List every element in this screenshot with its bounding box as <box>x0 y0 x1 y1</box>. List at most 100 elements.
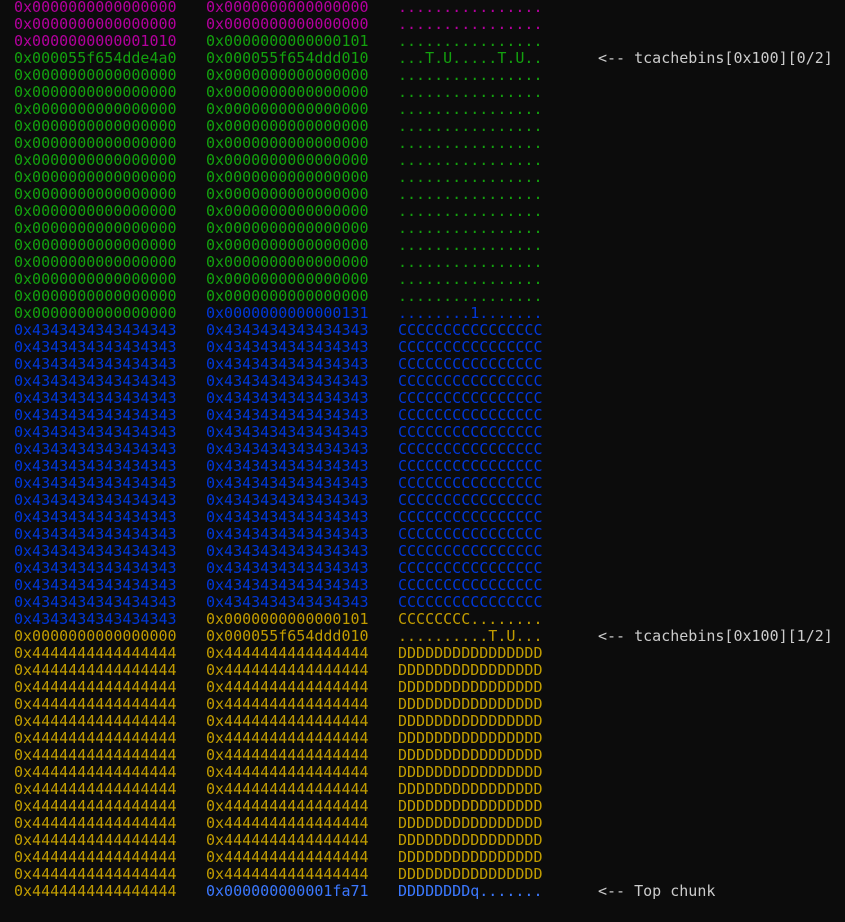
annotation: <-- tcachebins[0x100][0/2] <box>598 49 833 67</box>
ascii: CCCCCCCCCCCCCCCC <box>398 457 543 475</box>
value: 0x0000000000000000 <box>206 66 369 84</box>
ascii: CCCCCCCCCCCCCCCC <box>398 355 543 373</box>
address: 0x0000000000000000 <box>14 219 177 237</box>
memory-row: 0x4343434343434343 0x4343434343434343 CCCC… <box>0 526 845 543</box>
ascii: CCCCCCCCCCCCCCCC <box>398 525 543 543</box>
address: 0x0000000000000000 <box>14 627 177 645</box>
ascii: CCCCCCCCCCCCCCCC <box>398 389 543 407</box>
ascii: DDDDDDDDDDDDDDDD <box>398 848 543 866</box>
address: 0x4343434343434343 <box>14 559 177 577</box>
memory-row: 0x4343434343434343 0x4343434343434343 CCCC… <box>0 322 845 339</box>
ascii: DDDDDDDDDDDDDDDD <box>398 729 543 747</box>
address: 0x4444444444444444 <box>14 763 177 781</box>
value: 0x4444444444444444 <box>206 848 369 866</box>
ascii: ................ <box>398 236 543 254</box>
value: 0x4343434343434343 <box>206 372 369 390</box>
ascii: CCCCCCCCCCCCCCCC <box>398 542 543 560</box>
ascii: CCCCCCCCCCCCCCCC <box>398 321 543 339</box>
memory-row: 0x4444444444444444 0x4444444444444444 DDDD… <box>0 832 845 849</box>
memory-row: 0x4444444444444444 0x4444444444444444 DDDD… <box>0 730 845 747</box>
memory-row: 0x4444444444444444 0x4444444444444444 DDDD… <box>0 866 845 883</box>
memory-row: 0x0000000000000000 0x0000000000000000....… <box>0 118 845 135</box>
value: 0x4343434343434343 <box>206 355 369 373</box>
annotation: <-- Top chunk <box>598 882 716 900</box>
ascii: ................ <box>398 66 543 84</box>
memory-row: 0x0000000000000000 0x000055f654ddd010....… <box>0 628 845 645</box>
value: 0x4444444444444444 <box>206 678 369 696</box>
value: 0x0000000000000000 <box>206 83 369 101</box>
value: 0x4444444444444444 <box>206 780 369 798</box>
address: 0x4343434343434343 <box>14 474 177 492</box>
ascii: ................ <box>398 168 543 186</box>
memory-row: 0x0000000000000000 0x0000000000000000....… <box>0 169 845 186</box>
ascii: CCCCCCCCCCCCCCCC <box>398 372 543 390</box>
address: 0x4444444444444444 <box>14 712 177 730</box>
memory-row: 0x000055f654dde4a0 0x000055f654ddd010 ...T… <box>0 50 845 67</box>
memory-row: 0x4444444444444444 0x4444444444444444 DDDD… <box>0 747 845 764</box>
address: 0x0000000000000000 <box>14 117 177 135</box>
value: 0x4343434343434343 <box>206 440 369 458</box>
address: 0x4343434343434343 <box>14 389 177 407</box>
value: 0x0000000000000000 <box>206 100 369 118</box>
address: 0x4343434343434343 <box>14 440 177 458</box>
address: 0x0000000000001010 <box>14 32 177 50</box>
memory-row: 0x4343434343434343 0x4343434343434343 CCCC… <box>0 509 845 526</box>
value: 0x4444444444444444 <box>206 797 369 815</box>
address: 0x0000000000000000 <box>14 287 177 305</box>
memory-row: 0x4343434343434343 0x4343434343434343 CCCC… <box>0 475 845 492</box>
value: 0x4444444444444444 <box>206 763 369 781</box>
memory-row: 0x4444444444444444 0x4444444444444444 DDDD… <box>0 764 845 781</box>
memory-row: 0x4444444444444444 0x4444444444444444 DDDD… <box>0 696 845 713</box>
value: 0x4444444444444444 <box>206 814 369 832</box>
ascii: DDDDDDDDDDDDDDDD <box>398 763 543 781</box>
value: 0x0000000000000000 <box>206 134 369 152</box>
ascii: ...T.U.....T.U.. <box>398 49 543 67</box>
value: 0x4343434343434343 <box>206 338 369 356</box>
memory-row: 0x4343434343434343 0x4343434343434343 CCCC… <box>0 356 845 373</box>
value: 0x000055f654ddd010 <box>206 49 369 67</box>
annotation: <-- tcachebins[0x100][1/2] <box>598 627 833 645</box>
value: 0x0000000000000000 <box>206 236 369 254</box>
ascii: ................ <box>398 134 543 152</box>
ascii: ................ <box>398 117 543 135</box>
address: 0x4343434343434343 <box>14 610 177 628</box>
memory-row: 0x4444444444444444 0x4444444444444444 DDDD… <box>0 679 845 696</box>
value: 0x0000000000000000 <box>206 185 369 203</box>
value: 0x4444444444444444 <box>206 865 369 883</box>
ascii: DDDDDDDDDDDDDDDD <box>398 661 543 679</box>
memory-row: 0x0000000000000000 0x0000000000000000....… <box>0 135 845 152</box>
address: 0x4343434343434343 <box>14 372 177 390</box>
ascii: DDDDDDDDDDDDDDDD <box>398 746 543 764</box>
address: 0x0000000000000000 <box>14 236 177 254</box>
memory-row: 0x4444444444444444 0x4444444444444444 DDDD… <box>0 815 845 832</box>
ascii: CCCCCCCCCCCCCCCC <box>398 423 543 441</box>
value: 0x4343434343434343 <box>206 525 369 543</box>
value: 0x4343434343434343 <box>206 321 369 339</box>
ascii: ................ <box>398 219 543 237</box>
value: 0x4343434343434343 <box>206 508 369 526</box>
value: 0x0000000000000000 <box>206 287 369 305</box>
value: 0x000055f654ddd010 <box>206 627 369 645</box>
memory-row: 0x0000000000000000 0x0000000000000000....… <box>0 186 845 203</box>
value: 0x4343434343434343 <box>206 593 369 611</box>
memory-row: 0x4343434343434343 0x4343434343434343 CCCC… <box>0 441 845 458</box>
ascii: ................ <box>398 185 543 203</box>
value: 0x4343434343434343 <box>206 474 369 492</box>
ascii: DDDDDDDDDDDDDDDD <box>398 797 543 815</box>
ascii: CCCCCCCCCCCCCCCC <box>398 593 543 611</box>
value: 0x4444444444444444 <box>206 661 369 679</box>
value: 0x4343434343434343 <box>206 491 369 509</box>
memory-row: 0x4343434343434343 0x4343434343434343 CCCC… <box>0 577 845 594</box>
ascii: DDDDDDDDDDDDDDDD <box>398 865 543 883</box>
ascii: DDDDDDDDDDDDDDDD <box>398 780 543 798</box>
ascii: CCCCCCCCCCCCCCCC <box>398 559 543 577</box>
ascii: CCCCCCCCCCCCCCCC <box>398 491 543 509</box>
value: 0x0000000000000131 <box>206 304 369 322</box>
ascii: ........1....... <box>398 304 543 322</box>
value: 0x0000000000000000 <box>206 168 369 186</box>
memory-row: 0x4343434343434343 0x4343434343434343 CCCC… <box>0 594 845 611</box>
address: 0x4343434343434343 <box>14 508 177 526</box>
ascii: ................ <box>398 202 543 220</box>
address: 0x0000000000000000 <box>14 202 177 220</box>
value: 0x0000000000000000 <box>206 219 369 237</box>
